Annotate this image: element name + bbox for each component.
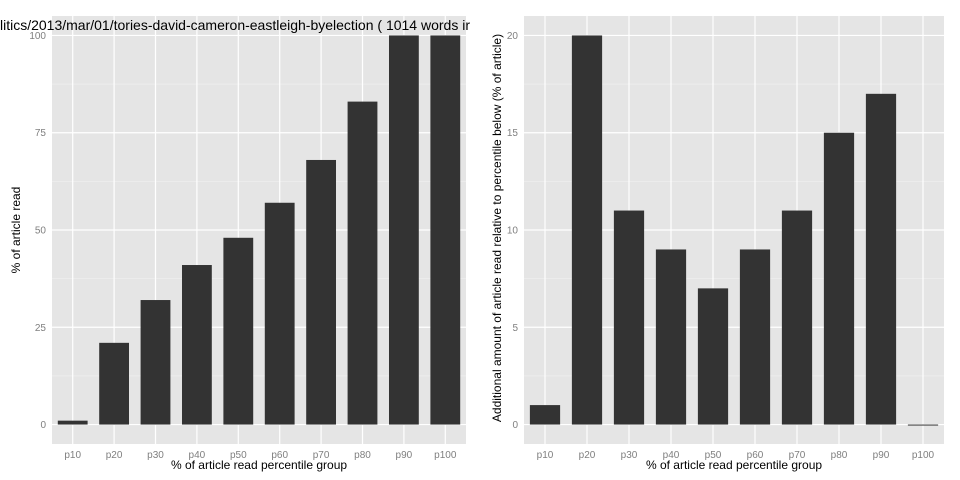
x-axis-title: % of article read percentile group bbox=[646, 458, 822, 472]
bars bbox=[529, 35, 939, 426]
y-tick-label: 0 bbox=[40, 420, 46, 431]
bar-p60 bbox=[739, 249, 771, 425]
bar-p10 bbox=[57, 420, 88, 425]
x-tick-label: p60 bbox=[271, 450, 288, 461]
bars bbox=[57, 35, 461, 425]
x-tick-label: p20 bbox=[579, 450, 596, 461]
x-tick-label: p70 bbox=[789, 450, 806, 461]
x-tick-label: p50 bbox=[230, 450, 247, 461]
y-tick-label: 0 bbox=[512, 420, 518, 431]
bar-p60 bbox=[264, 202, 295, 425]
y-tick-label: 25 bbox=[35, 323, 47, 334]
bar-p70 bbox=[781, 210, 813, 425]
y-tick-label: 10 bbox=[507, 226, 519, 237]
bar-p40 bbox=[181, 265, 212, 425]
bar-p70 bbox=[306, 159, 337, 425]
y-tick-label: 20 bbox=[507, 31, 519, 42]
bar-p20 bbox=[571, 35, 603, 425]
bar-p80 bbox=[823, 132, 855, 425]
x-tick-label: p50 bbox=[705, 450, 722, 461]
x-axis-title: % of article read percentile group bbox=[171, 458, 347, 472]
bar-p90 bbox=[865, 93, 897, 425]
bar-p30 bbox=[140, 300, 171, 425]
bar-p80 bbox=[347, 101, 378, 425]
x-tick-label: p30 bbox=[147, 450, 164, 461]
x-tick-label: p40 bbox=[189, 450, 206, 461]
y-tick-label: 15 bbox=[507, 128, 519, 139]
x-tick-label: p90 bbox=[396, 450, 413, 461]
bar-p20 bbox=[99, 342, 130, 425]
x-tick-label: p80 bbox=[831, 450, 848, 461]
x-tick-label: p20 bbox=[106, 450, 123, 461]
x-tick-labels: p10 p20 p30 p40 p50 p60 p70 p80 p90 p100 bbox=[64, 450, 457, 461]
x-tick-label: p10 bbox=[64, 450, 81, 461]
bar-p90 bbox=[388, 35, 419, 425]
bar-p40 bbox=[655, 249, 687, 425]
y-tick-labels: 0 5 10 15 20 bbox=[507, 31, 519, 431]
x-tick-label: p10 bbox=[537, 450, 554, 461]
chart-title: litics/2013/mar/01/tories-david-cameron-… bbox=[0, 17, 470, 33]
y-tick-label: 50 bbox=[35, 226, 47, 237]
chart-additional-read: 0 5 10 15 20 p10 p20 p30 p40 p50 p60 p70 p80 p90 p100… bbox=[490, 16, 944, 472]
x-tick-label: p90 bbox=[873, 450, 890, 461]
x-tick-label: p100 bbox=[434, 450, 457, 461]
x-tick-label: p80 bbox=[354, 450, 371, 461]
bar-p100 bbox=[907, 424, 939, 426]
bar-p100 bbox=[430, 35, 461, 425]
x-tick-label: p60 bbox=[747, 450, 764, 461]
y-axis-title: Additional amount of article read relati… bbox=[490, 34, 504, 422]
bar-p30 bbox=[613, 210, 645, 425]
x-tick-label: p70 bbox=[313, 450, 330, 461]
y-tick-label: 100 bbox=[29, 31, 46, 42]
y-tick-label: 75 bbox=[35, 128, 47, 139]
x-tick-labels: p10 p20 p30 p40 p50 p60 p70 p80 p90 p100 bbox=[537, 450, 935, 461]
x-tick-label: p30 bbox=[621, 450, 638, 461]
y-axis-title: % of article read bbox=[9, 187, 23, 274]
x-tick-label: p100 bbox=[912, 450, 935, 461]
bar-p10 bbox=[529, 405, 561, 425]
bar-p50 bbox=[223, 237, 254, 425]
x-tick-label: p40 bbox=[663, 450, 680, 461]
y-tick-label: 5 bbox=[512, 323, 518, 334]
bar-p50 bbox=[697, 288, 729, 425]
y-tick-labels: 0 25 50 75 100 bbox=[29, 31, 46, 431]
